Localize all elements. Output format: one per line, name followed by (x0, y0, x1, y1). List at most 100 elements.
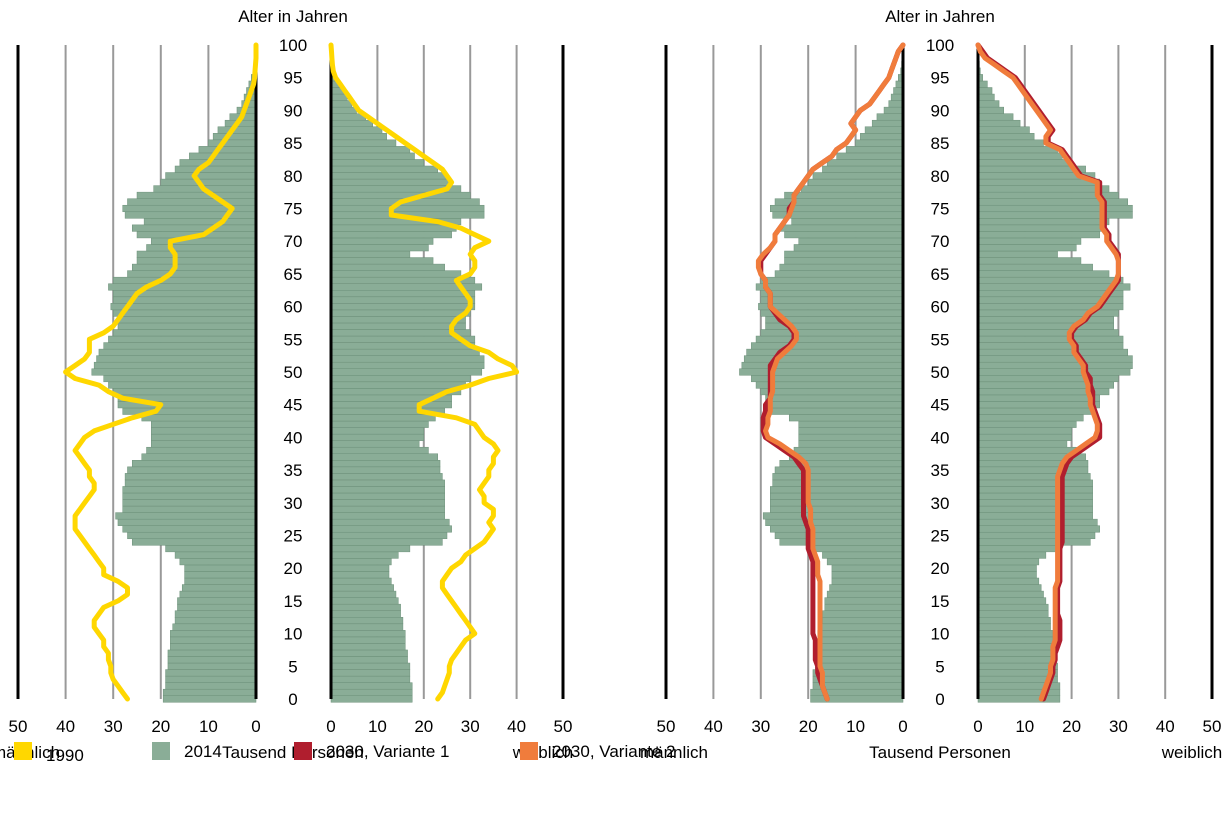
bar-female-age-27 (977, 518, 1098, 526)
bar-male-age-9 (817, 636, 904, 644)
bar-male-age-78 (800, 185, 904, 193)
bar-male-age-29 (122, 505, 257, 513)
age-tick-20: 20 (284, 559, 303, 578)
bar-male-age-7 (815, 649, 904, 657)
bar-female-age-1 (330, 688, 413, 696)
x-tick-male-20: 20 (151, 717, 170, 736)
line-2030-variante-2-female (975, 42, 1121, 702)
bar-female-age-38 (330, 446, 429, 454)
bar-male-age-67 (784, 257, 904, 265)
age-tick-30: 30 (931, 494, 950, 513)
bar-male-age-24 (779, 538, 904, 546)
bar-male-age-61 (760, 296, 904, 304)
bar-male-age-70 (151, 237, 257, 245)
bar-male-age-13 (174, 610, 257, 618)
x-tick-male-0: 0 (251, 717, 260, 736)
bar-male-age-90 (883, 106, 904, 114)
age-tick-95: 95 (931, 69, 950, 88)
bar-female-age-32 (330, 486, 445, 494)
age-axis-title: Alter in Jahren (885, 7, 995, 26)
legend: 1990 2014 2030, Variante 1 2030, Variant… (14, 742, 1214, 782)
bar-female-age-66 (977, 263, 1093, 271)
bar-female-age-17 (977, 584, 1042, 592)
x-tick-female-30: 30 (1109, 717, 1128, 736)
bar-female-age-45 (977, 401, 1100, 409)
bar-female-age-58 (977, 316, 1114, 324)
bar-female-age-40 (330, 433, 425, 441)
bar-female-age-64 (977, 276, 1124, 284)
bar-female-age-39 (977, 440, 1068, 448)
age-tick-85: 85 (284, 134, 303, 153)
age-axis-title: Alter in Jahren (238, 7, 348, 26)
age-tick-0: 0 (288, 690, 297, 709)
age-tick-30: 30 (284, 494, 303, 513)
bar-male-age-25 (774, 531, 904, 540)
legend-swatch-2030-variante-2 (520, 742, 538, 760)
bar-female-age-85 (330, 139, 397, 147)
bar-male-age-43 (141, 414, 257, 422)
age-tick-75: 75 (284, 200, 303, 219)
legend-swatch-1990 (14, 742, 32, 760)
bar-female-age-50 (330, 368, 483, 376)
bar-male-age-54 (751, 342, 904, 350)
bar-male-age-12 (822, 617, 904, 625)
bar-male-age-3 (165, 675, 257, 683)
bar-female-age-21 (330, 558, 392, 566)
bar-female-age-82 (330, 159, 425, 167)
bar-female-age-15 (330, 597, 399, 605)
bar-male-age-65 (127, 270, 257, 278)
bar-male-age-68 (136, 250, 257, 258)
bar-female-age-41 (330, 427, 425, 435)
bar-female-age-54 (977, 342, 1124, 350)
bar-male-age-51 (741, 361, 904, 369)
bar-male-age-40 (151, 433, 257, 441)
bar-male-age-13 (822, 610, 904, 618)
age-tick-10: 10 (284, 625, 303, 644)
bar-female-age-70 (977, 237, 1082, 245)
bar-female-age-24 (330, 538, 443, 546)
bar-male-age-6 (815, 656, 904, 664)
bar-male-age-82 (179, 159, 257, 167)
bar-female-age-7 (977, 649, 1056, 657)
bar-male-age-67 (136, 257, 257, 265)
bar-male-age-48 (108, 381, 257, 389)
bar-male-age-34 (772, 473, 904, 481)
bar-female-age-11 (330, 623, 404, 631)
x-tick-male-50: 50 (9, 717, 28, 736)
bar-female-age-34 (330, 473, 443, 481)
age-tick-80: 80 (284, 167, 303, 186)
bar-male-age-17 (829, 584, 904, 592)
x-tick-female-40: 40 (1156, 717, 1175, 736)
bar-female-age-50 (977, 368, 1131, 376)
bar-male-age-4 (165, 669, 257, 677)
female-label: weiblich (1161, 743, 1222, 762)
bar-male-age-59 (112, 309, 257, 317)
age-tick-5: 5 (288, 657, 297, 676)
bar-male-age-4 (812, 669, 904, 677)
bar-male-age-72 (131, 224, 257, 232)
bar-male-age-63 (755, 283, 904, 291)
x-tick-male-50: 50 (657, 717, 676, 736)
bar-female-age-67 (330, 257, 434, 265)
bar-female-age-93 (977, 87, 993, 95)
bar-female-age-13 (330, 610, 401, 618)
bar-female-age-86 (330, 133, 387, 141)
bar-male-age-35 (774, 466, 904, 474)
bar-female-age-59 (330, 309, 471, 317)
bar-male-age-53 (98, 348, 257, 356)
bar-male-age-32 (770, 486, 904, 494)
bar-female-age-4 (977, 669, 1058, 677)
bar-male-age-81 (822, 165, 904, 173)
bar-male-age-63 (108, 283, 257, 291)
male-label: männlich (640, 743, 708, 762)
bar-female-age-92 (977, 93, 995, 101)
bar-female-age-64 (330, 276, 476, 284)
bar-female-age-81 (330, 165, 438, 173)
bar-male-age-66 (131, 263, 257, 271)
bar-male-age-83 (836, 152, 904, 160)
bar-female-age-19 (977, 571, 1037, 579)
bar-female-age-48 (330, 381, 466, 389)
bar-male-age-49 (103, 375, 257, 383)
age-tick-35: 35 (284, 461, 303, 480)
